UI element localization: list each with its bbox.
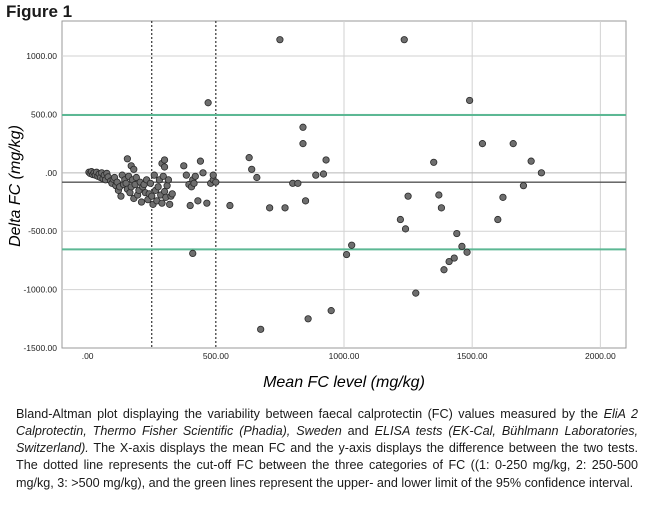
data-point — [130, 165, 138, 173]
data-point — [450, 254, 458, 262]
data-point — [301, 197, 310, 205]
x-tick-label: 500.00 — [203, 351, 229, 361]
data-point — [435, 191, 443, 199]
data-point — [150, 171, 158, 179]
y-axis-label: Delta FC (mg/kg) — [7, 125, 24, 247]
data-point — [248, 165, 256, 173]
x-tick-label: 1000.00 — [329, 351, 360, 361]
data-point — [154, 183, 162, 191]
data-point — [257, 325, 265, 333]
x-tick-labels: .00 500.00 1000.00 1500.00 2000.00 — [82, 351, 616, 361]
data-point — [203, 199, 211, 207]
data-point — [132, 173, 140, 182]
data-point — [266, 204, 274, 212]
data-point — [453, 229, 461, 238]
y-tick-label: -1000.00 — [23, 285, 57, 295]
data-point — [396, 215, 404, 224]
figure-label: Figure 1 — [6, 2, 73, 21]
caption-italic-2: ELISA tests (EK-Cal, Bühlmann Laboratori… — [16, 424, 639, 456]
data-point — [327, 307, 335, 315]
x-tick-label: .00 — [82, 351, 94, 361]
data-point — [463, 248, 471, 256]
data-point — [212, 178, 220, 186]
data-point — [164, 176, 172, 184]
data-point — [160, 163, 169, 171]
caption-text-2: and — [341, 424, 375, 439]
y-tick-labels: 1000.00 500.00 .00 -500.00 -1000.00 -1500.00 — [23, 51, 57, 353]
cutoff-lines — [151, 21, 217, 348]
y-tick-label: 1000.00 — [26, 51, 57, 61]
data-point — [299, 123, 307, 131]
data-point — [400, 36, 408, 44]
data-point — [163, 182, 171, 190]
data-point — [299, 140, 307, 148]
data-point — [466, 96, 474, 105]
data-point — [322, 156, 330, 164]
x-tick-label: 2000.00 — [585, 351, 616, 361]
data-point — [117, 192, 125, 200]
data-point — [166, 200, 174, 208]
data-point — [499, 193, 507, 201]
data-point — [194, 197, 202, 205]
x-axis-label: Mean FC level (mg/kg) — [263, 374, 425, 391]
data-point — [404, 192, 412, 200]
data-point — [137, 198, 146, 206]
data-point — [199, 169, 207, 177]
figure-caption: Bland-Altman plot displaying the variabi… — [16, 406, 638, 492]
data-point — [123, 155, 131, 163]
caption-text-3: The X-axis displays the mean FC and the … — [16, 441, 638, 490]
data-points — [85, 36, 546, 333]
data-point — [494, 215, 502, 224]
data-point — [527, 157, 535, 165]
data-point — [458, 242, 466, 250]
bland-altman-chart: 1000.00 500.00.00 -500.00 -1000.00 -1500.00 … — [7, 20, 627, 391]
data-point — [281, 204, 289, 212]
data-point — [509, 140, 517, 148]
data-point — [253, 173, 261, 182]
data-point — [537, 169, 546, 177]
caption-italic-1: EliA 2 Calprotectin, Thermo Fisher Scien… — [16, 407, 639, 439]
chart-svg: 1000.00500.00.00-500.00-1000.00-1500.00 … — [7, 20, 627, 391]
data-point — [159, 172, 167, 180]
data-point — [148, 192, 156, 200]
data-point — [182, 171, 190, 179]
data-point — [168, 190, 176, 198]
data-point — [204, 99, 212, 107]
data-point — [478, 140, 487, 148]
data-point — [319, 170, 328, 178]
data-point — [430, 158, 438, 166]
data-point — [348, 241, 356, 249]
data-point — [160, 187, 169, 196]
data-point — [245, 154, 253, 162]
y-tick-label: -1500.00 — [23, 343, 57, 353]
data-point — [146, 179, 155, 187]
data-point — [342, 250, 351, 259]
data-point — [276, 36, 284, 44]
data-point — [191, 172, 199, 180]
data-point — [312, 171, 320, 179]
data-point — [437, 204, 446, 212]
data-point — [186, 201, 194, 210]
data-point — [190, 179, 198, 187]
data-point — [126, 189, 134, 197]
data-point — [294, 179, 302, 187]
data-point — [440, 266, 448, 274]
y-tick-label: 500.00 — [31, 109, 57, 119]
data-point — [304, 315, 312, 323]
data-point — [401, 225, 410, 233]
data-point — [196, 157, 205, 165]
y-tick-label: -500.00 — [28, 226, 57, 236]
data-point — [158, 199, 166, 207]
data-point — [209, 171, 217, 179]
data-point — [445, 257, 453, 266]
x-tick-label: 1500.00 — [457, 351, 488, 361]
data-point — [189, 249, 197, 258]
data-point — [160, 156, 169, 164]
data-point — [412, 289, 420, 297]
caption-text-1: Bland-Altman plot displaying the variabi… — [16, 407, 604, 421]
data-point — [180, 162, 188, 170]
data-point — [226, 201, 234, 210]
y-tick-label: .00 — [45, 168, 57, 178]
data-point — [519, 182, 528, 190]
